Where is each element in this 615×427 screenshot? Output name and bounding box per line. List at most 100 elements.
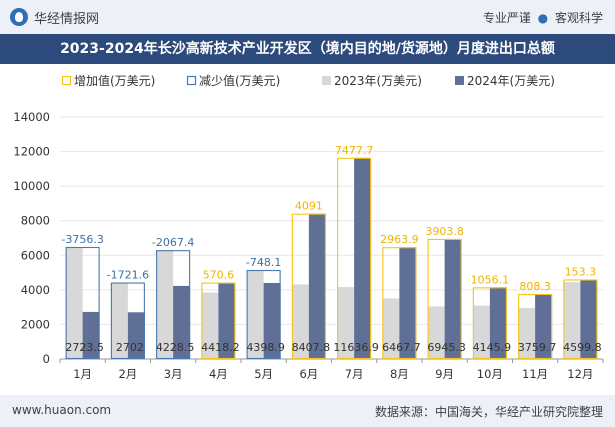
legend-swatch	[61, 75, 72, 86]
bar-2023	[382, 298, 400, 359]
y-tick-label: 2000	[21, 317, 50, 331]
value-label-2024: 4599.8	[563, 341, 602, 354]
x-tick-label: 6月	[299, 367, 318, 381]
grid-lines	[60, 116, 603, 360]
tagline-separator: ●	[537, 11, 549, 25]
x-tick-label: 1月	[73, 367, 92, 381]
increase-outline	[201, 282, 236, 360]
bar-2024	[444, 238, 462, 359]
bar-2023	[201, 292, 219, 359]
increase-outline	[518, 293, 553, 360]
value-label-2024: 2723.5	[65, 341, 104, 354]
bar-2023	[65, 246, 83, 359]
legend-label: 减少值(万美元)	[199, 73, 280, 88]
decrease-outline	[156, 250, 191, 360]
x-axis: 1月 2月 3月 4月 5月 6月 7月 8月 9月 10月 11月 12月	[59, 358, 604, 381]
value-label-2024: 11636.9	[333, 341, 379, 354]
brand-name: 华经情报网	[34, 11, 100, 27]
y-axis: 0 2000 4000 6000 8000 10000 12000 14000	[13, 110, 50, 366]
logo-icon	[10, 8, 28, 26]
x-tick-label: 9月	[435, 367, 454, 381]
increase-outline	[337, 157, 372, 360]
x-tick-label: 11月	[522, 367, 548, 381]
chart-title: 2023-2024年长沙高新技术产业开发区（境内目的地/货源地）月度进出口总额	[0, 34, 615, 64]
decrease-value-label: -2067.4	[152, 236, 194, 249]
x-tick-label: 4月	[209, 367, 228, 381]
footer: www.huaon.com 数据来源：中国海关，华经产业研究院整理	[0, 395, 615, 427]
increase-value-label: 4091	[295, 200, 323, 213]
y-tick-label: 10000	[13, 179, 50, 193]
value-label-2024: 4398.9	[246, 341, 285, 354]
decrease-outline	[110, 282, 145, 360]
site-url: www.huaon.com	[12, 403, 112, 417]
value-label-2024: 6945.3	[427, 341, 466, 354]
bar-2024	[308, 213, 326, 359]
x-tick-label: 8月	[390, 367, 409, 381]
y-tick-label: 8000	[21, 214, 50, 228]
increase-value-label: 7477.7	[335, 144, 374, 157]
x-tick-label: 10月	[477, 367, 503, 381]
value-label-2024: 6467.7	[382, 341, 421, 354]
bar-2023	[518, 307, 536, 359]
y-tick-label: 14000	[13, 110, 50, 124]
decrease-value-label: -3756.3	[61, 233, 103, 246]
bar-2023	[110, 282, 128, 359]
value-label-2024: 8407.8	[292, 341, 331, 354]
increase-value-label: 808.3	[519, 280, 551, 293]
legend-item-4: 2024年(万美元)	[455, 74, 555, 88]
data-source: 数据来源：中国海关，华经产业研究院整理	[374, 405, 603, 419]
value-label-2024: 4418.2	[201, 341, 240, 354]
x-tick-label: 2月	[118, 367, 137, 381]
legend-item-1: 增加值(万美元)	[61, 73, 155, 88]
bar-2024	[263, 282, 281, 359]
y-tick-label: 4000	[21, 283, 50, 297]
value-label-2024: 3759.7	[518, 341, 557, 354]
legend-swatch	[186, 75, 197, 86]
increase-outline	[382, 247, 417, 360]
value-label-2024: 2702	[116, 341, 144, 354]
x-tick-label: 12月	[567, 367, 593, 381]
increase-outline	[427, 238, 462, 360]
x-tick-label: 7月	[345, 367, 364, 381]
value-label-2024: 4145.9	[473, 341, 512, 354]
bars	[65, 157, 598, 360]
bar-2024	[82, 311, 100, 359]
decrease-value-label: -748.1	[246, 256, 281, 269]
bar-2023	[337, 287, 355, 359]
x-tick-label: 3月	[164, 367, 183, 381]
legend-item-3: 2023年(万美元)	[322, 74, 422, 88]
bar-2023	[246, 270, 264, 359]
decrease-outline	[65, 246, 100, 360]
tagline: 专业严谨 ● 客观科学	[483, 9, 603, 26]
bar-2024	[535, 294, 553, 359]
bar-2023	[472, 305, 490, 359]
legend-label: 增加值(万美元)	[74, 73, 155, 88]
bar-2024	[218, 282, 236, 359]
bar-2023	[156, 250, 174, 359]
increase-value-label: 2963.9	[380, 233, 419, 246]
value-labels: -3756.3 2723.5 -1721.6 2702 -2067.4 4228.5 570…	[61, 144, 601, 354]
increase-outline	[563, 279, 598, 360]
decrease-value-label: -1721.6	[107, 269, 149, 282]
bar-2024	[354, 157, 372, 359]
y-tick-label: 6000	[21, 248, 50, 262]
value-label-2024: 4228.5	[156, 341, 195, 354]
increase-value-label: 3903.8	[425, 225, 464, 238]
bar-2024	[489, 287, 507, 359]
legend-swatch	[322, 76, 331, 85]
bar-2024	[399, 247, 417, 359]
tagline-2: 客观科学	[554, 11, 603, 25]
bar-2023	[291, 284, 309, 359]
tagline-1: 专业严谨	[482, 11, 531, 25]
decrease-outline	[246, 269, 281, 360]
increase-outline	[472, 287, 507, 360]
bar-2024	[173, 285, 191, 359]
bar-2024	[580, 279, 598, 359]
legend-label: 2023年(万美元)	[334, 74, 422, 88]
x-tick-label: 5月	[254, 367, 273, 381]
bar-2024	[127, 312, 145, 359]
legend-label: 2024年(万美元)	[467, 74, 555, 88]
legend-item-2: 减少值(万美元)	[186, 73, 280, 88]
bar-2023	[427, 306, 445, 359]
increase-value-label: 153.3	[565, 265, 597, 278]
